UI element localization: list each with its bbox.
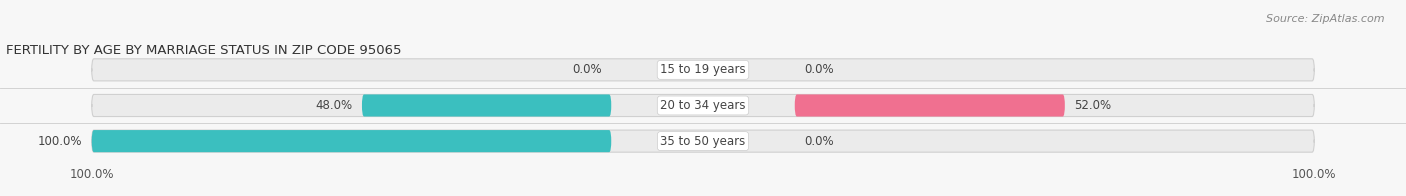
Text: 48.0%: 48.0% [315, 99, 353, 112]
Text: 0.0%: 0.0% [804, 63, 834, 76]
FancyBboxPatch shape [91, 94, 1315, 117]
Text: 100.0%: 100.0% [38, 135, 83, 148]
Text: Source: ZipAtlas.com: Source: ZipAtlas.com [1267, 14, 1385, 24]
FancyBboxPatch shape [91, 130, 612, 152]
FancyBboxPatch shape [91, 59, 1315, 81]
FancyBboxPatch shape [361, 94, 612, 117]
Text: 0.0%: 0.0% [804, 135, 834, 148]
FancyBboxPatch shape [91, 130, 1315, 152]
FancyBboxPatch shape [794, 94, 1064, 117]
Text: 20 to 34 years: 20 to 34 years [661, 99, 745, 112]
Text: 52.0%: 52.0% [1074, 99, 1111, 112]
Text: 15 to 19 years: 15 to 19 years [661, 63, 745, 76]
Text: FERTILITY BY AGE BY MARRIAGE STATUS IN ZIP CODE 95065: FERTILITY BY AGE BY MARRIAGE STATUS IN Z… [6, 44, 402, 57]
Text: 35 to 50 years: 35 to 50 years [661, 135, 745, 148]
Text: 0.0%: 0.0% [572, 63, 602, 76]
